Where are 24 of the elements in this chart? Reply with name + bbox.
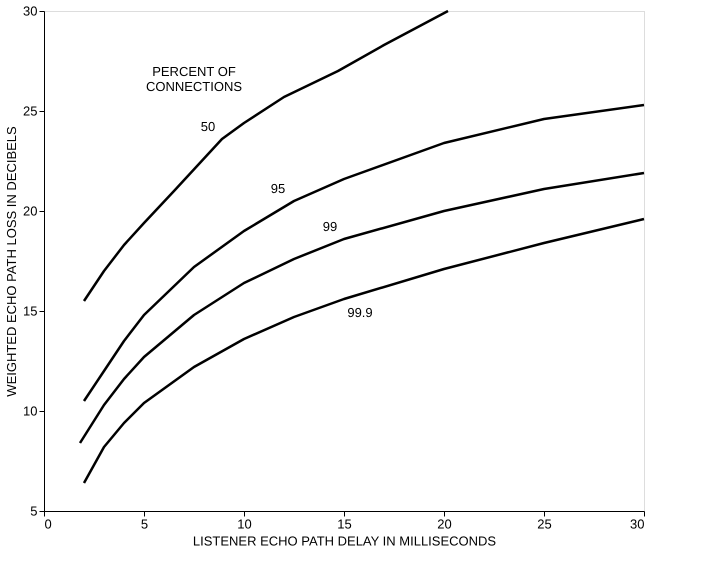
- y-axis-title: WEIGHTED ECHO PATH LOSS IN DECIBELS: [4, 126, 20, 397]
- annotation: 99.9: [347, 305, 373, 320]
- line-series: [82, 104, 646, 402]
- line-series: [82, 10, 450, 302]
- annotation: PERCENT OF CONNECTIONS: [146, 64, 242, 94]
- annotation: 50: [200, 119, 216, 134]
- x-tick-label: 20: [437, 516, 452, 532]
- line-series: [78, 172, 646, 444]
- y-tick-label: 20: [23, 204, 38, 218]
- y-tick-label: 15: [23, 304, 38, 318]
- x-axis-title: LISTENER ECHO PATH DELAY IN MILLISECONDS: [192, 534, 496, 548]
- y-tick-label: 25: [23, 104, 38, 118]
- x-tick-label: 10: [237, 516, 252, 532]
- x-tick-label: 5: [140, 516, 148, 532]
- x-tick-label: 15: [337, 516, 352, 532]
- x-tick-label: 25: [537, 516, 552, 532]
- annotation: 99: [322, 219, 338, 234]
- line-series: [82, 218, 646, 484]
- y-tick-label: 30: [23, 4, 38, 18]
- annotation: 95: [270, 181, 286, 196]
- y-tick-label: 10: [23, 404, 38, 418]
- x-tick-label: 30: [630, 516, 644, 532]
- y-tick-label: 5: [30, 504, 38, 518]
- x-tick-label: 0: [44, 516, 52, 532]
